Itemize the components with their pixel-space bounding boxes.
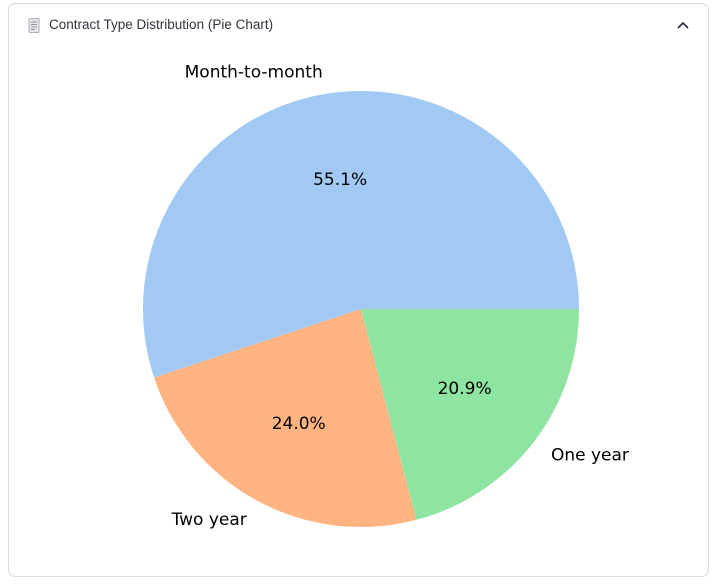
collapse-button[interactable] — [672, 14, 694, 36]
pie-chart: 55.1% Month-to-month 24.0% Two year 20.9% One… — [142, 62, 629, 530]
chart-expander: Contract Type Distribution (Pie Chart) 5… — [8, 3, 709, 577]
pie-slice-two-year — [154, 309, 417, 527]
pie-slice-one-year — [361, 309, 579, 520]
document-icon — [28, 18, 40, 33]
expander-title: Contract Type Distribution (Pie Chart) — [49, 17, 274, 32]
pie-category-label-two-year: Two year — [171, 510, 247, 530]
pie-category-label-one-year: One year — [551, 445, 629, 465]
pie-pct-label-one-year: 20.9% — [438, 379, 492, 399]
pie-pct-label-month-to-month: 55.1% — [313, 170, 367, 190]
pie-category-label-month-to-month: Month-to-month — [185, 62, 323, 82]
pie-slice-month-to-month — [142, 90, 579, 378]
chevron-up-icon — [677, 22, 689, 29]
expander-header[interactable]: Contract Type Distribution (Pie Chart) — [9, 4, 708, 48]
pie-pct-label-two-year: 24.0% — [272, 414, 326, 434]
